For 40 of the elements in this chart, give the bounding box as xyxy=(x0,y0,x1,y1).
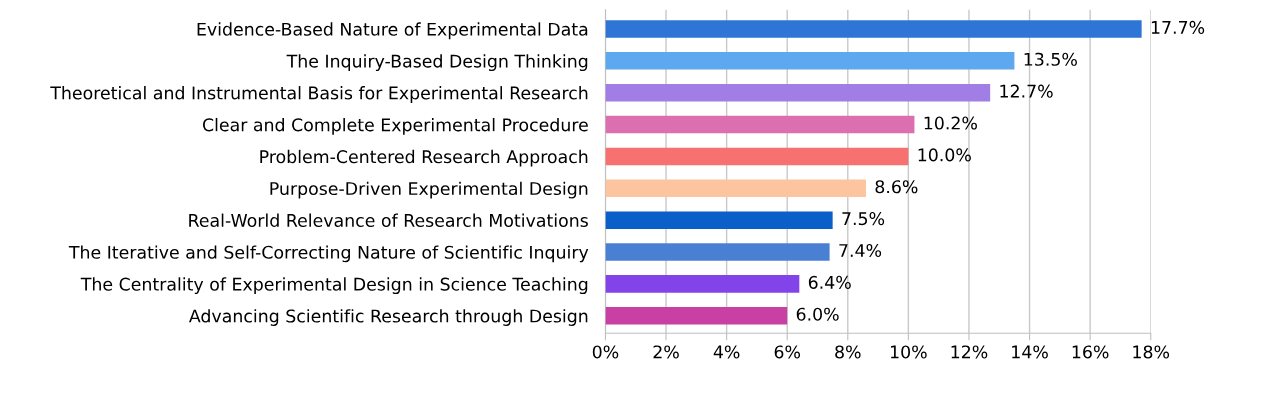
bar xyxy=(605,211,833,229)
bar xyxy=(605,83,991,102)
data-label: 8.6% xyxy=(875,180,918,194)
bar xyxy=(605,147,909,166)
x-tick-label: 12% xyxy=(951,345,988,359)
data-label: 12.7% xyxy=(1000,84,1053,98)
x-tick-label: 14% xyxy=(1012,345,1048,359)
data-label: 10.0% xyxy=(918,148,971,162)
data-label: 13.5% xyxy=(1024,52,1077,66)
y-tick-label: Real-World Relevance of Research Motivations xyxy=(189,213,588,227)
y-tick-label: Problem-Centered Research Approach xyxy=(260,149,588,167)
data-label: 7.4% xyxy=(839,243,882,258)
x-tick-label: 18% xyxy=(1133,345,1170,359)
bar xyxy=(605,115,915,134)
x-tick-label: 8% xyxy=(835,345,861,359)
y-tick-label: The Iterative and Self-Correcting Nature of Scientific Inquiry xyxy=(68,245,589,263)
bar xyxy=(605,52,1015,70)
bar xyxy=(605,275,800,293)
bar xyxy=(605,243,830,261)
x-tick-label: 4% xyxy=(713,345,740,359)
data-label: 6.0% xyxy=(796,307,839,321)
x-tick-label: 2% xyxy=(653,345,679,359)
y-tick-label: Advancing Scientific Research through Design xyxy=(188,309,588,326)
bar xyxy=(605,306,788,325)
x-tick-label: 10% xyxy=(890,345,927,359)
y-tick-label: Purpose-Driven Experimental Design xyxy=(270,181,588,199)
bar xyxy=(605,20,1142,38)
y-tick-label: The Inquiry-Based Design Thinking xyxy=(286,54,588,72)
data-label: 17.7% xyxy=(1151,20,1205,34)
data-label: 10.2% xyxy=(924,116,977,130)
y-tick-label: Evidence-Based Nature of Experimental Data xyxy=(197,22,588,40)
y-tick-label: Clear and Complete Experimental Procedure xyxy=(202,117,588,135)
x-tick-label: 16% xyxy=(1072,345,1109,359)
data-label: 6.4% xyxy=(808,275,851,289)
x-tick-label: 6% xyxy=(774,345,801,359)
y-tick-label: Theoretical and Instrumental Basis for Experimental Research xyxy=(50,86,588,103)
data-label: 7.5% xyxy=(842,212,885,226)
y-tick-label: The Centrality of Experimental Design in Science Teaching xyxy=(80,277,588,295)
bar xyxy=(605,179,866,198)
x-tick-label: 0% xyxy=(592,345,619,359)
